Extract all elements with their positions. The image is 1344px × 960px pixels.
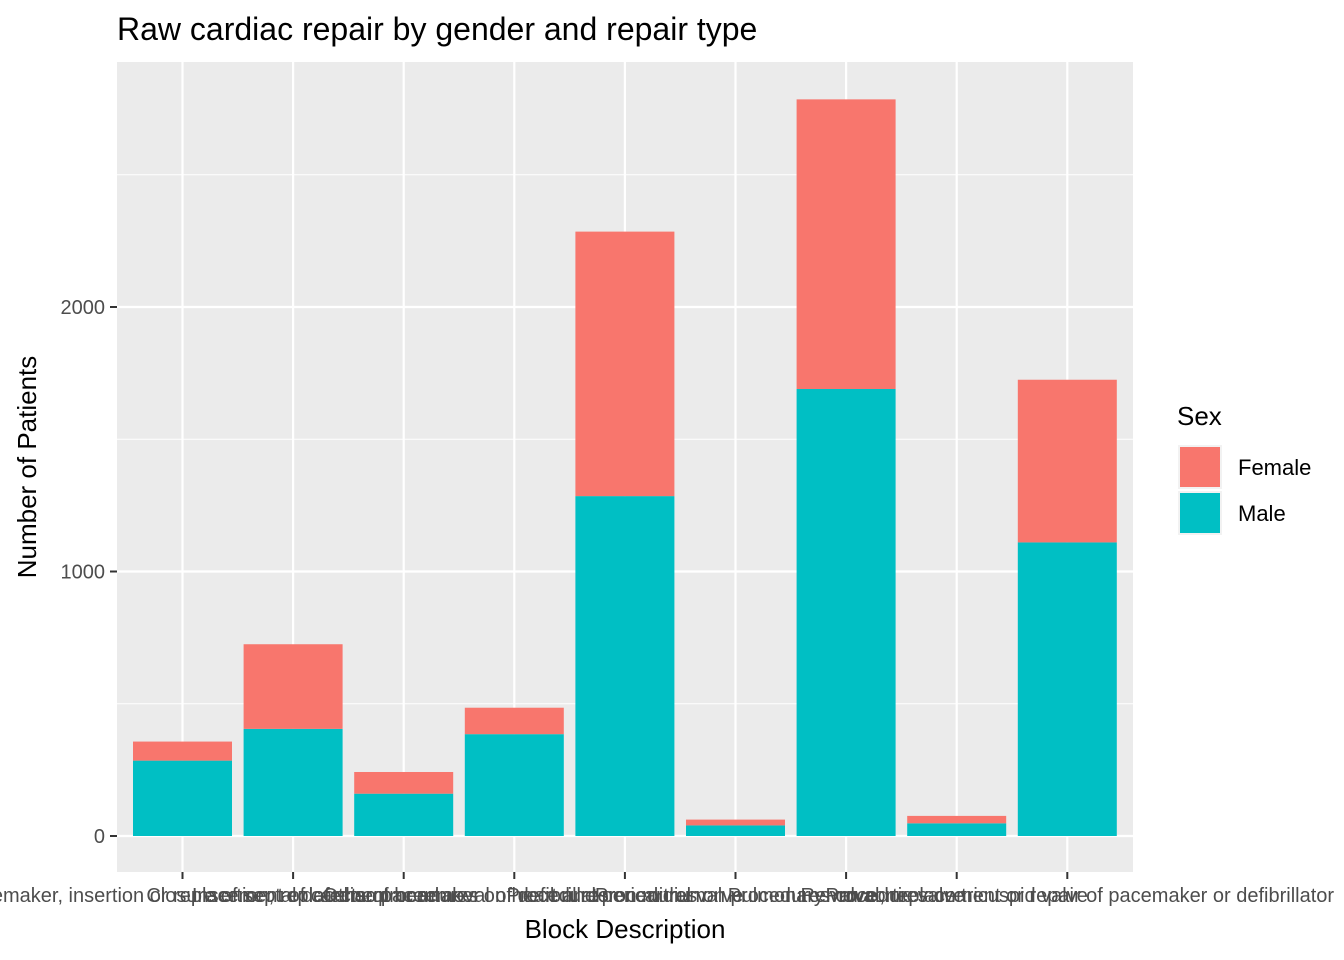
bar-male (133, 760, 232, 836)
x-tick-label: Procedures on pulmonary valve (595, 885, 876, 907)
bar-male (686, 825, 785, 836)
bar-female (796, 99, 896, 389)
bar-female (1017, 379, 1117, 543)
legend-label-male: Male (1238, 501, 1286, 526)
bar-male (243, 728, 343, 836)
legend: Sex Female Male (1177, 401, 1311, 535)
x-axis-title: Block Description (525, 914, 726, 944)
x-tick-label: Procedures on mitral valve (507, 885, 744, 907)
y-axis: 0 1000 2000 (61, 297, 117, 848)
x-tick-label: Other procedures on heart and pericardiu… (323, 885, 707, 907)
y-tick-label: 1000 (61, 562, 106, 584)
bar-female (243, 644, 343, 729)
bar-female (907, 815, 1007, 824)
bar-female (686, 819, 785, 826)
x-tick-label: Insertion, replacement or removal of def… (192, 885, 616, 907)
bar-male (575, 496, 675, 836)
y-tick-label: 0 (94, 826, 105, 848)
bar-male (907, 823, 1007, 836)
x-tick-label: Removal, replacement or repair of pacema… (801, 885, 1335, 907)
bar-male (1017, 542, 1117, 836)
y-axis-title: Number of Patients (12, 356, 42, 579)
bar-female (354, 771, 454, 794)
bar-male (796, 388, 896, 836)
bars (133, 99, 1117, 836)
bar-male (464, 734, 564, 836)
bar-female (575, 231, 675, 497)
x-tick-label: Procedures on aortic valve (728, 885, 965, 907)
bar-female (464, 707, 564, 735)
legend-title: Sex (1177, 401, 1222, 431)
legend-key-female (1180, 447, 1220, 487)
x-tick-label: Cardiac pacemaker, insertion or replacem… (0, 885, 480, 907)
bar-female (133, 741, 232, 761)
x-axis: Cardiac pacemaker, insertion or replacem… (0, 872, 1334, 907)
x-tick-label: Closure of septal defects of heart (146, 885, 440, 907)
legend-key-male (1180, 493, 1220, 533)
legend-label-female: Female (1238, 455, 1311, 480)
x-tick-label: Procedures on tricuspid valve (826, 885, 1088, 907)
y-tick-label: 2000 (61, 297, 106, 319)
bar-male (354, 793, 454, 836)
chart-title: Raw cardiac repair by gender and repair … (117, 11, 757, 47)
